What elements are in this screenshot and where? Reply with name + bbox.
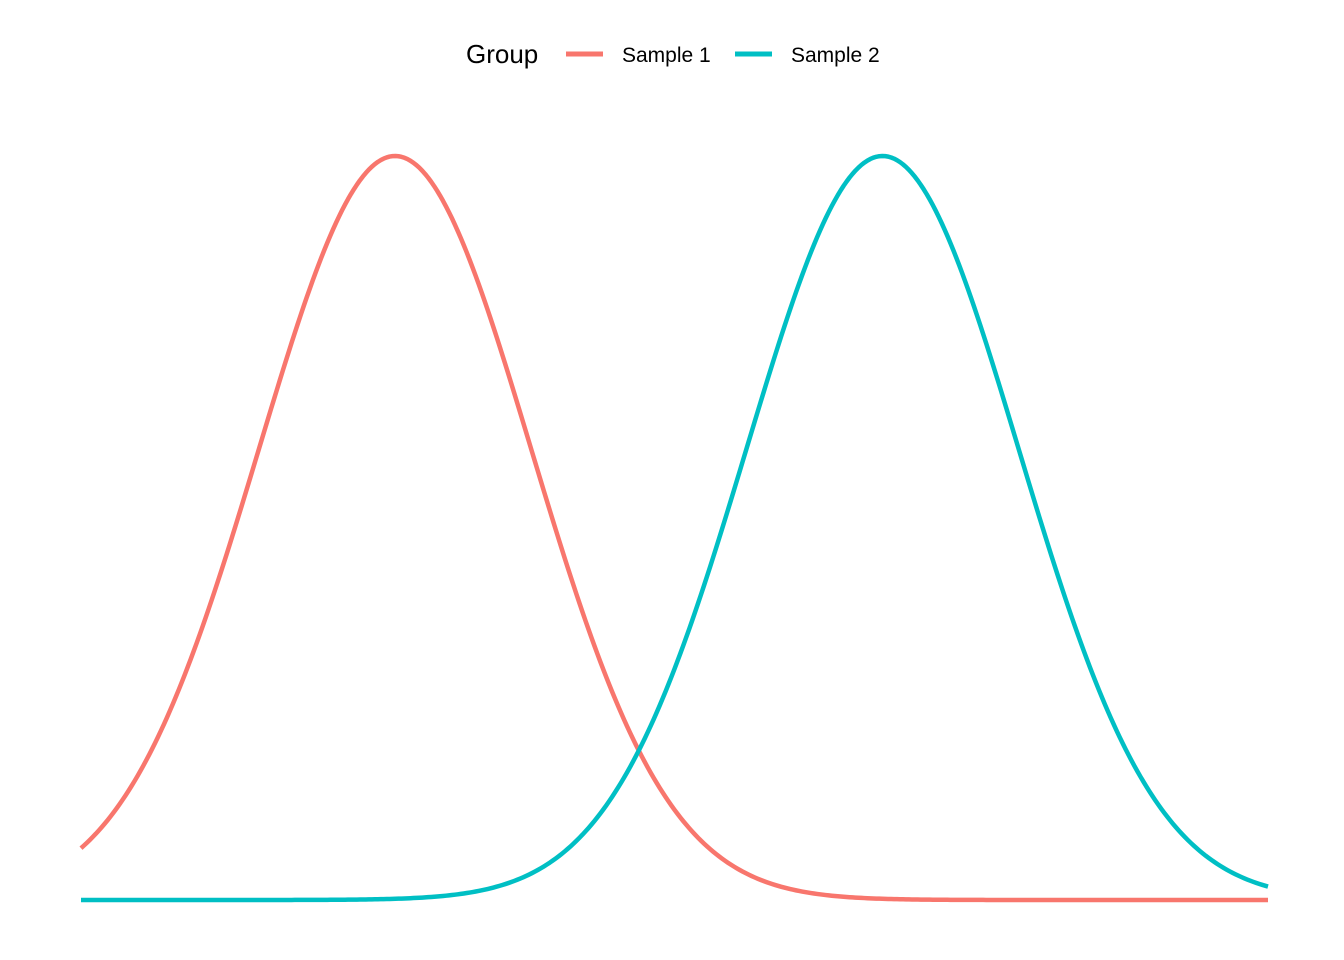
legend: Group Sample 1 Sample 2 — [466, 39, 880, 69]
legend-title: Group — [466, 39, 538, 69]
series-line-sample-1 — [79, 153, 1268, 903]
series-line-sample-2 — [81, 153, 1269, 903]
legend-label-sample-1: Sample 1 — [622, 44, 711, 67]
legend-label-sample-2: Sample 2 — [791, 44, 880, 67]
plot-area — [79, 153, 1269, 903]
